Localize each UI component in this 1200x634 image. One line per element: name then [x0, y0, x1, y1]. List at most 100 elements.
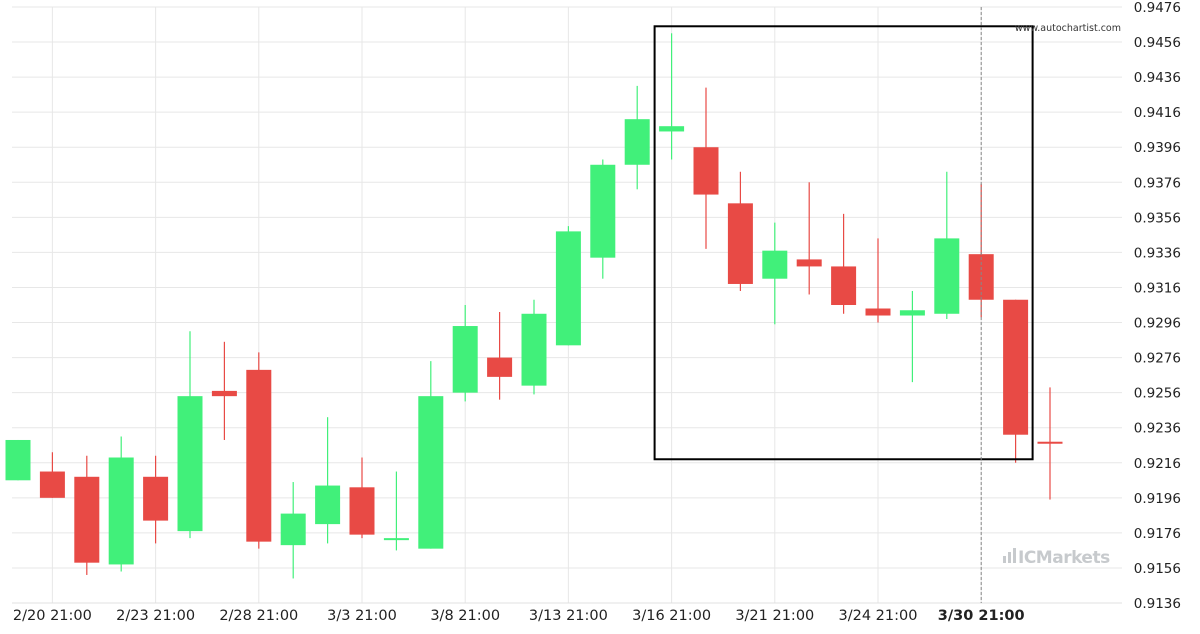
y-tick-label: 0.9376 [1134, 175, 1181, 191]
broker-logo-text: ICMarkets [1018, 548, 1110, 568]
candle-bullish [590, 159, 616, 279]
candle-bearish [693, 87, 719, 249]
candle-bullish [383, 471, 409, 551]
candle-body [246, 369, 272, 542]
candle-bearish [831, 213, 857, 314]
candle-body [487, 357, 513, 377]
candle-bearish [487, 312, 513, 400]
candle-bullish [521, 299, 547, 395]
candle-bullish [762, 222, 788, 325]
candle-body [899, 310, 925, 316]
candle-body [452, 326, 478, 393]
candle-body [624, 119, 650, 165]
candle-bullish [899, 290, 925, 383]
candle-bearish [246, 352, 272, 549]
candle-bullish [555, 226, 581, 346]
candle-body [693, 147, 719, 195]
x-tick-label: 2/28 21:00 [219, 608, 298, 624]
y-tick-label: 0.9316 [1134, 280, 1181, 296]
candle-bullish [108, 436, 134, 572]
candle-body [831, 266, 857, 305]
candle-body [383, 538, 409, 541]
candle-bullish [452, 305, 478, 402]
x-tick-label: 3/3 21:00 [327, 608, 397, 624]
grid-lines [12, 6, 1122, 604]
candle-body [108, 457, 134, 565]
y-tick-label: 0.9476 [1134, 0, 1181, 16]
x-tick-label: 3/30 21:00 [938, 608, 1025, 624]
y-tick-label: 0.9456 [1134, 35, 1181, 51]
y-tick-label: 0.9396 [1134, 140, 1181, 156]
y-axis: 0.9476 0.9456 0.9436 0.9416 0.9396 0.9376 0.93… [1134, 0, 1181, 612]
x-tick-label: 3/13 21:00 [529, 608, 608, 624]
candle-bearish [796, 182, 822, 295]
y-tick-label: 0.9416 [1134, 105, 1181, 121]
candle-body [315, 485, 341, 525]
x-tick-label: 3/24 21:00 [839, 608, 918, 624]
y-tick-label: 0.9276 [1134, 351, 1181, 367]
y-tick-label: 0.9436 [1134, 70, 1181, 86]
candle-bearish [1003, 299, 1029, 463]
candle-body [211, 390, 237, 397]
candles [5, 33, 1063, 579]
candle-body [349, 487, 375, 535]
x-tick-label: 2/20 21:00 [13, 608, 92, 624]
logo-bar-icon [1003, 556, 1006, 563]
candle-body [1003, 299, 1029, 435]
candle-bullish [280, 482, 306, 579]
candle-body [74, 476, 100, 563]
y-tick-label: 0.9296 [1134, 316, 1181, 332]
watermark-text: www.autochartist.com [1015, 23, 1121, 34]
candle-bullish [418, 361, 444, 549]
candle-bullish [934, 171, 960, 320]
candle-body [762, 250, 788, 279]
candle-body [5, 439, 31, 481]
y-tick-label: 0.9256 [1134, 386, 1181, 402]
candle-bearish [349, 457, 375, 539]
y-tick-label: 0.9176 [1134, 526, 1181, 542]
pattern-box [653, 25, 1034, 461]
y-tick-label: 0.9156 [1134, 561, 1181, 577]
candle-body [1037, 441, 1063, 444]
x-axis: 2/20 21:00 2/23 21:00 2/28 21:00 3/3 21:00 3… [13, 608, 1025, 624]
broker-logo: ICMarkets [1003, 548, 1111, 568]
x-tick-label: 3/16 21:00 [632, 608, 711, 624]
candle-bearish [74, 455, 100, 575]
candle-body [418, 396, 444, 549]
candle-bearish [865, 238, 891, 323]
overlays [653, 7, 1034, 603]
candle-bullish [177, 331, 203, 539]
y-tick-label: 0.9196 [1134, 491, 1181, 507]
y-tick-label: 0.9336 [1134, 245, 1181, 261]
y-tick-label: 0.9216 [1134, 456, 1181, 472]
candle-body [727, 203, 753, 284]
candle-body [865, 308, 891, 316]
candle-bearish [727, 171, 753, 291]
candle-bearish [39, 452, 65, 498]
x-tick-label: 3/21 21:00 [735, 608, 814, 624]
candle-body [143, 476, 169, 521]
candle-body [177, 396, 203, 532]
candle-bearish [1037, 387, 1063, 500]
y-tick-label: 0.9136 [1134, 596, 1181, 612]
candle-body [590, 164, 616, 258]
candle-bullish [5, 439, 31, 481]
candle-bullish [659, 33, 685, 160]
candle-body [796, 259, 822, 267]
candle-body [934, 238, 960, 314]
candle-bullish [315, 417, 341, 544]
x-tick-label: 3/8 21:00 [430, 608, 500, 624]
candle-bearish [143, 455, 169, 544]
candle-body [39, 471, 65, 498]
candle-body [659, 126, 685, 132]
x-tick-label: 2/23 21:00 [116, 608, 195, 624]
logo-bar-icon [1008, 552, 1011, 563]
candle-body [280, 513, 306, 546]
y-tick-label: 0.9356 [1134, 210, 1181, 226]
candle-body [521, 313, 547, 386]
candle-bearish [211, 341, 237, 440]
candle-bullish [624, 85, 650, 190]
y-tick-label: 0.9236 [1134, 421, 1181, 437]
